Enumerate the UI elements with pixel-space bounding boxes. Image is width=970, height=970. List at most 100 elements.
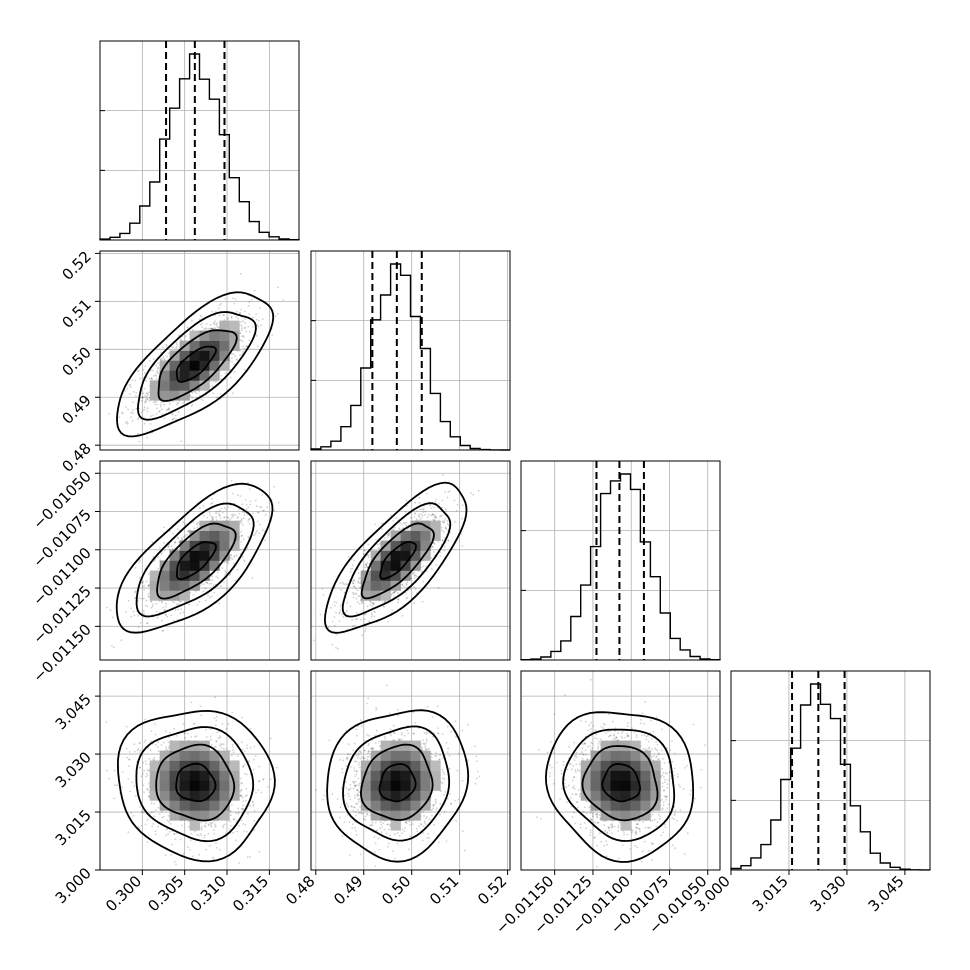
sample-point <box>166 615 169 618</box>
density-cell <box>219 360 230 371</box>
sample-point <box>156 370 159 373</box>
sample-point <box>156 407 158 410</box>
sample-point <box>349 570 352 573</box>
sample-point <box>147 394 150 396</box>
sample-point <box>434 501 437 503</box>
sample-point <box>150 377 153 379</box>
sample-point <box>211 821 214 824</box>
sample-point <box>434 516 437 519</box>
sample-point <box>220 302 222 305</box>
sample-point <box>413 571 416 574</box>
sample-point <box>148 584 151 586</box>
histogram-panel-3 <box>730 670 931 871</box>
sample-point <box>398 528 401 530</box>
density-cell <box>360 590 372 601</box>
sample-point <box>401 614 404 617</box>
sample-point <box>198 390 201 393</box>
sample-point <box>129 383 132 386</box>
density-cell <box>159 570 170 581</box>
sample-point <box>210 582 213 585</box>
sample-point <box>211 579 214 581</box>
sample-point <box>143 741 146 744</box>
sample-point <box>242 320 245 323</box>
sample-point <box>155 378 158 381</box>
sample-point <box>145 395 148 398</box>
sample-point <box>215 324 218 327</box>
sample-point <box>338 620 341 623</box>
sample-point <box>339 605 342 608</box>
sample-point <box>243 559 246 562</box>
sample-point <box>414 501 417 504</box>
sample-point <box>444 518 446 520</box>
sample-point <box>387 621 390 623</box>
sample-point <box>365 564 368 566</box>
sample-point <box>145 398 147 400</box>
sample-point <box>213 717 216 720</box>
sample-point <box>154 374 157 376</box>
sample-point <box>127 408 129 411</box>
sample-point <box>432 514 434 516</box>
sample-point <box>174 414 177 417</box>
sample-point <box>248 313 251 316</box>
sample-point <box>191 396 194 399</box>
sample-point <box>253 534 255 537</box>
sample-point <box>258 319 260 322</box>
histogram-panel-2 <box>520 460 721 661</box>
sample-point <box>415 575 418 578</box>
sample-point <box>192 521 195 524</box>
sample-point <box>241 807 244 810</box>
density-cell <box>420 530 431 541</box>
sample-point <box>449 490 451 492</box>
sample-point <box>261 318 264 320</box>
sample-point <box>111 645 113 647</box>
sample-point <box>210 327 213 330</box>
sample-point <box>215 516 218 519</box>
sample-point <box>433 551 435 553</box>
sample-point <box>170 614 173 616</box>
sample-point <box>199 323 202 326</box>
sample-point <box>143 408 146 411</box>
sample-point <box>433 543 436 545</box>
sample-point <box>142 409 145 412</box>
sample-point <box>211 518 214 521</box>
sample-point <box>393 526 396 529</box>
density-cell <box>209 330 220 341</box>
sample-point <box>442 530 445 533</box>
sample-point <box>423 507 425 510</box>
sample-point <box>363 549 365 552</box>
sample-point <box>349 605 352 608</box>
sample-point <box>430 514 433 517</box>
sample-point <box>209 514 212 517</box>
sample-point <box>223 516 226 519</box>
sample-point <box>141 399 143 402</box>
sample-point <box>338 612 341 615</box>
sample-point <box>201 825 203 828</box>
sample-point <box>186 534 189 536</box>
histogram-step-line <box>520 473 721 661</box>
contour-level-1 <box>360 522 435 600</box>
sample-point <box>155 375 158 377</box>
sample-point <box>243 347 246 350</box>
sample-point <box>351 625 354 627</box>
sample-point <box>229 825 232 827</box>
sample-point <box>172 548 174 551</box>
sample-point <box>139 377 142 380</box>
sample-point <box>221 511 224 514</box>
density-cell <box>229 330 240 341</box>
sample-point <box>420 566 423 569</box>
sample-point <box>196 526 199 529</box>
sample-point <box>245 345 248 348</box>
sample-point <box>192 594 195 596</box>
sample-point <box>346 609 348 612</box>
sample-point <box>255 313 257 315</box>
sample-point <box>168 736 171 739</box>
sample-point <box>422 508 425 511</box>
sample-point <box>391 609 394 612</box>
sample-point <box>370 616 373 618</box>
density-cell <box>209 520 220 531</box>
sample-point <box>124 611 127 613</box>
sample-point <box>242 517 245 519</box>
sample-point <box>136 370 139 372</box>
sample-point <box>440 526 443 529</box>
sample-point <box>108 777 111 780</box>
